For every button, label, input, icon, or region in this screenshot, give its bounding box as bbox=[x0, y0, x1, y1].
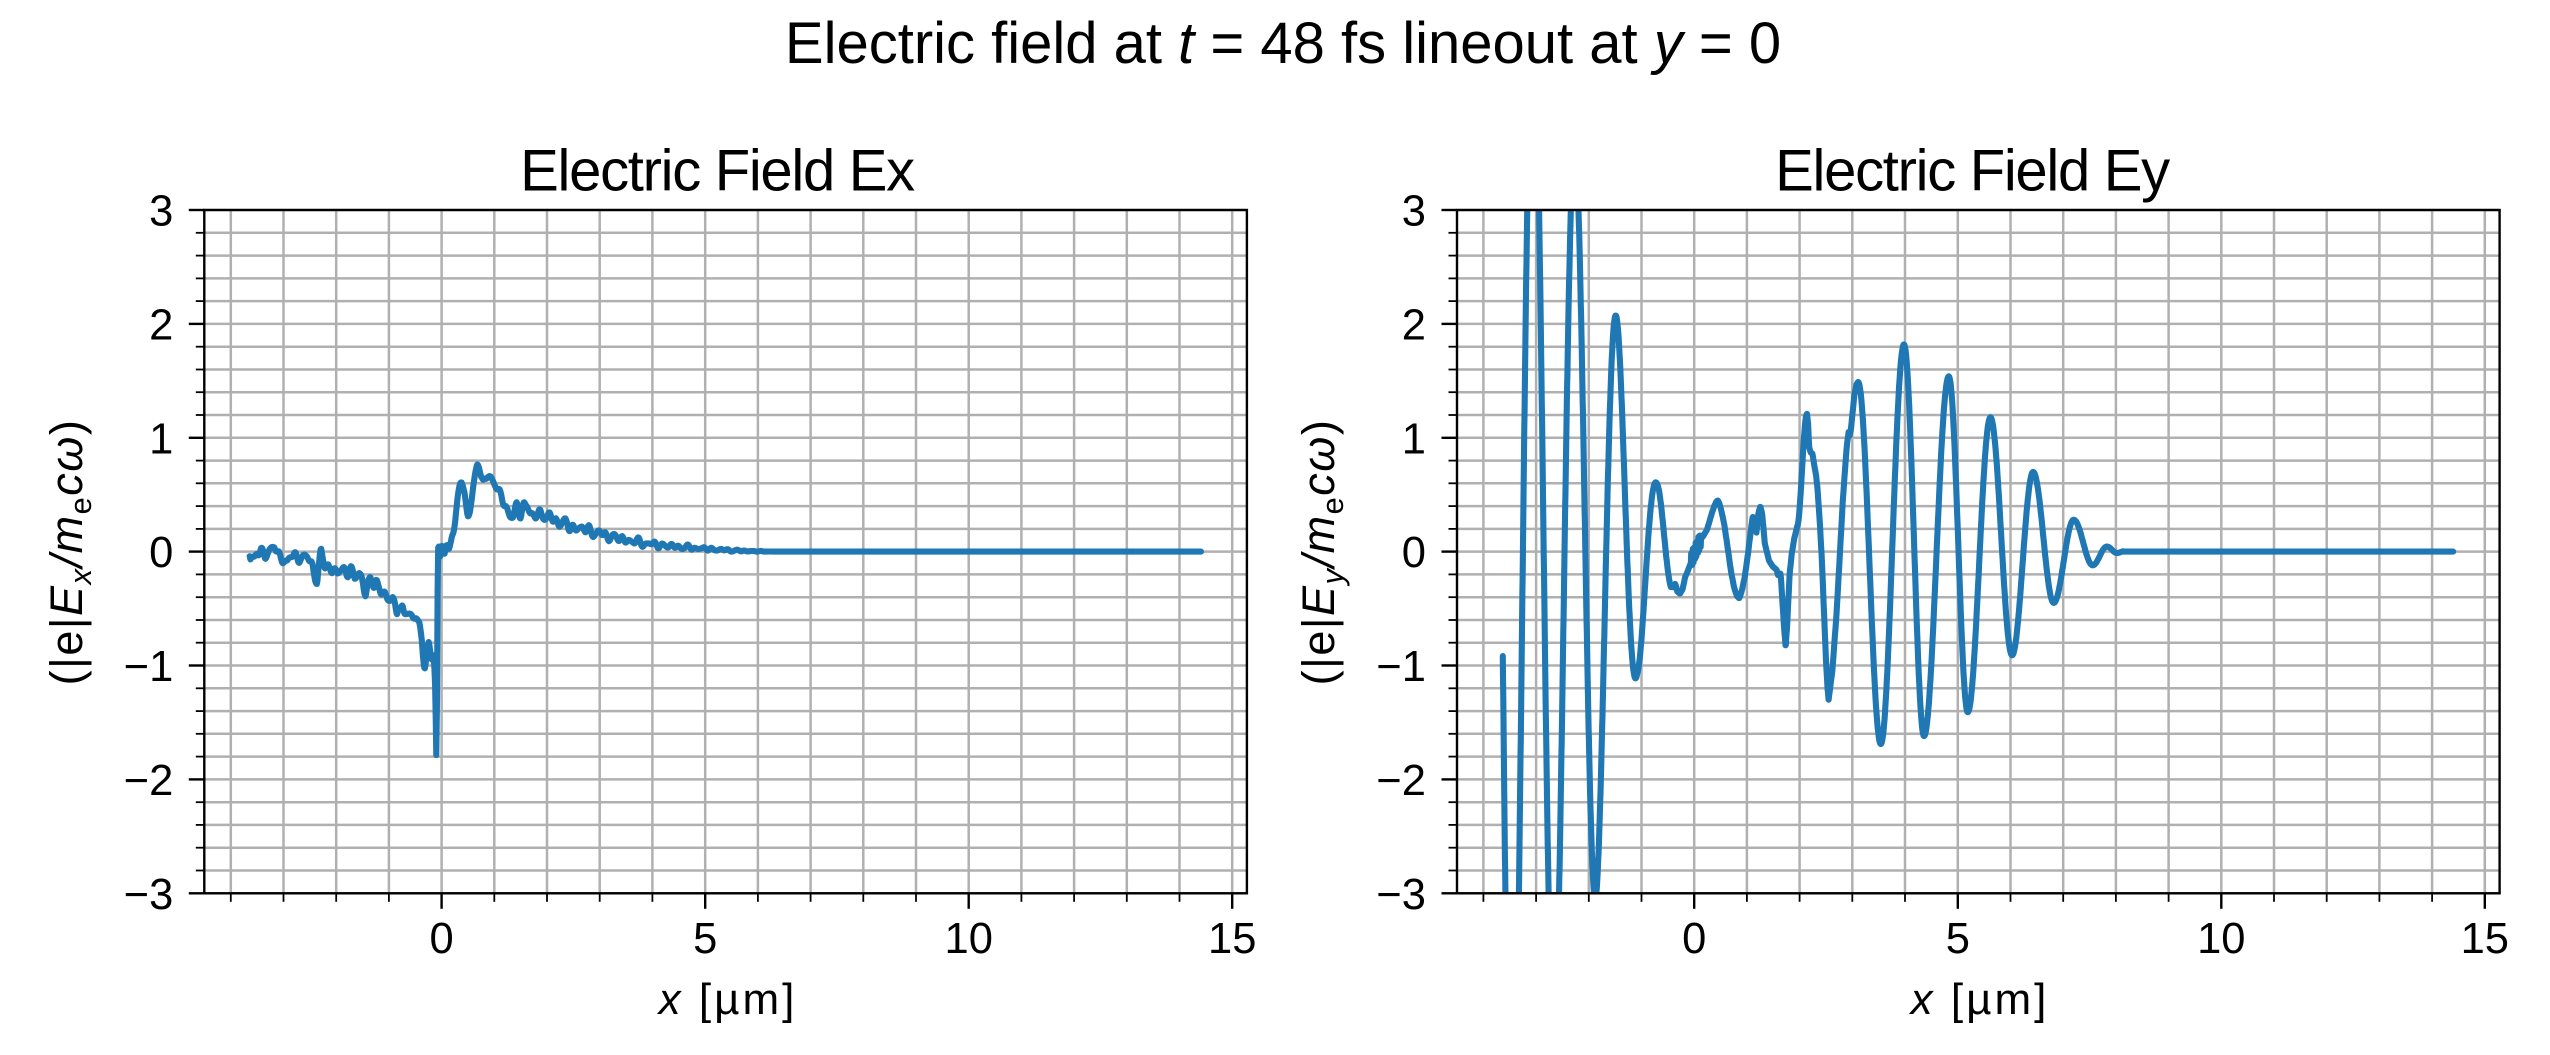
svg-text:0: 0 bbox=[1402, 529, 1426, 577]
svg-text:x [µm]: x [µm] bbox=[657, 975, 798, 1024]
svg-text:0: 0 bbox=[149, 529, 173, 577]
svg-text:15: 15 bbox=[1208, 915, 1256, 963]
svg-text:2: 2 bbox=[149, 302, 173, 350]
svg-text:−3: −3 bbox=[1376, 871, 1426, 919]
svg-text:(|e|Ex/mecω): (|e|Ex/mecω) bbox=[41, 419, 98, 686]
svg-text:2: 2 bbox=[1402, 302, 1426, 350]
svg-text:0: 0 bbox=[429, 915, 453, 963]
svg-text:x [µm]: x [µm] bbox=[1909, 975, 2050, 1024]
svg-text:10: 10 bbox=[945, 915, 993, 963]
svg-text:5: 5 bbox=[693, 915, 717, 963]
svg-text:−3: −3 bbox=[124, 871, 174, 919]
svg-text:3: 3 bbox=[1402, 188, 1426, 236]
svg-text:(|e|Ey/mecω): (|e|Ey/mecω) bbox=[1293, 419, 1350, 686]
svg-text:1: 1 bbox=[149, 415, 173, 463]
svg-text:Electric Field Ex: Electric Field Ex bbox=[520, 139, 915, 204]
svg-text:15: 15 bbox=[2461, 915, 2509, 963]
svg-text:3: 3 bbox=[149, 188, 173, 236]
svg-text:−1: −1 bbox=[124, 643, 174, 691]
svg-text:−2: −2 bbox=[124, 757, 174, 805]
svg-text:Electric field at t = 48 fs li: Electric field at t = 48 fs lineout at y… bbox=[785, 11, 1781, 76]
svg-text:−2: −2 bbox=[1376, 757, 1426, 805]
svg-text:Electric Field Ey: Electric Field Ey bbox=[1775, 139, 2170, 204]
svg-text:5: 5 bbox=[1946, 915, 1970, 963]
svg-text:−1: −1 bbox=[1376, 643, 1426, 691]
svg-text:10: 10 bbox=[2197, 915, 2245, 963]
svg-text:0: 0 bbox=[1682, 915, 1706, 963]
svg-text:1: 1 bbox=[1402, 415, 1426, 463]
